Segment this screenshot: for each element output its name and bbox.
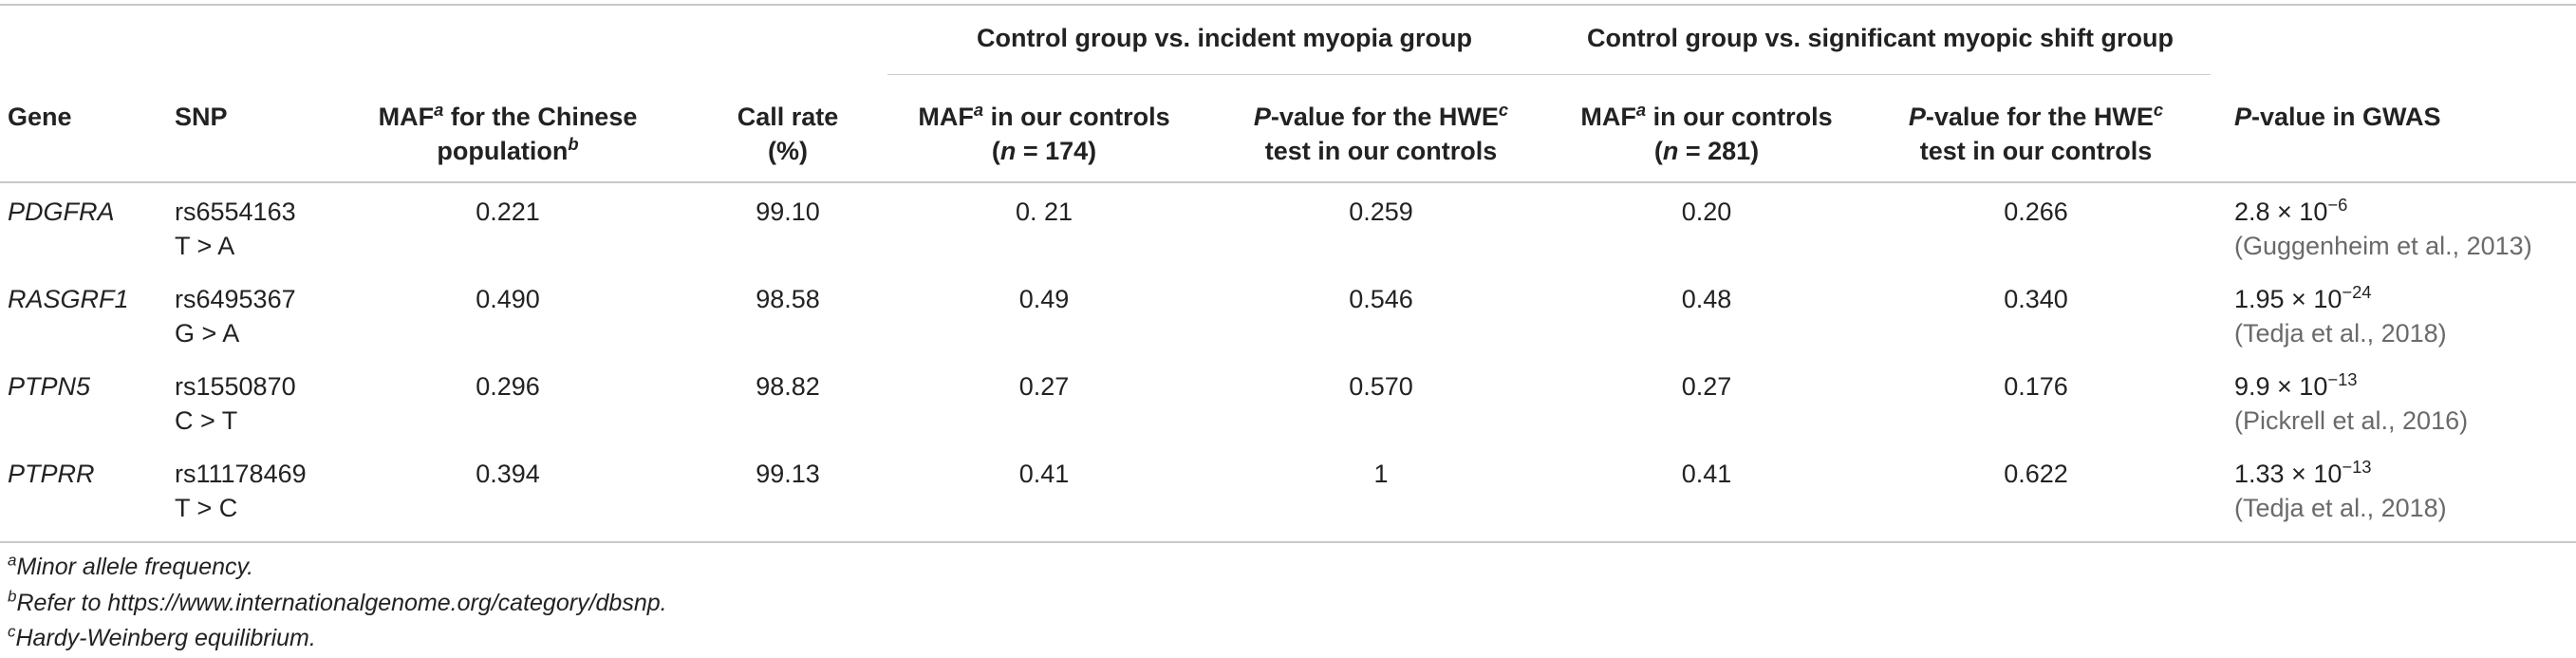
cell-gene: PTPN5 xyxy=(8,372,91,401)
cell-gene: RASGRF1 xyxy=(8,285,129,313)
col-header-maf-chinese: MAFa for the Chinese populationb xyxy=(378,99,638,165)
col-header-maf-controls-2: MAFa in our controls (n = 281) xyxy=(1580,99,1833,165)
cell-maf-chinese: 0.221 xyxy=(476,197,540,226)
cell-hwe-1: 0.259 xyxy=(1349,197,1413,226)
cell-maf-controls-1: 0.49 xyxy=(1018,285,1070,313)
cell-call-rate: 99.13 xyxy=(756,460,820,488)
cell-gwas: 1.33 × 10−13 (Tedja et al., 2018) xyxy=(2234,457,2447,525)
cell-maf-controls-1: 0.41 xyxy=(1018,460,1070,488)
footnote-a: aMinor allele frequency. xyxy=(8,551,254,580)
cell-maf-controls-1: 0. 21 xyxy=(1015,197,1073,226)
citation: (Tedja et al., 2018) xyxy=(2234,494,2447,522)
cell-call-rate: 99.10 xyxy=(756,197,820,226)
cell-hwe-2: 0.266 xyxy=(2004,197,2068,226)
cell-maf-controls-2: 0.48 xyxy=(1681,285,1732,313)
cell-gwas: 1.95 × 10−24 (Tedja et al., 2018) xyxy=(2234,282,2447,350)
col-header-maf-controls-1: MAFa in our controls (n = 174) xyxy=(918,99,1170,165)
col-header-gwas: P-value in GWAS xyxy=(2234,103,2441,131)
table-bottom-rule xyxy=(0,541,2576,543)
cell-gwas: 9.9 × 10−13 (Pickrell et al., 2016) xyxy=(2234,369,2468,438)
cell-maf-controls-1: 0.27 xyxy=(1018,372,1070,401)
top-rule xyxy=(0,4,2576,6)
cell-maf-chinese: 0.490 xyxy=(476,285,540,313)
cell-gene: PTPRR xyxy=(8,460,95,488)
citation: (Pickrell et al., 2016) xyxy=(2234,406,2469,435)
cell-snp: rs6495367 G > A xyxy=(175,285,296,348)
cell-maf-controls-2: 0.20 xyxy=(1681,197,1732,226)
col-header-call-rate: Call rate (%) xyxy=(737,103,839,165)
cell-hwe-2: 0.622 xyxy=(2004,460,2068,488)
footnote-c: cHardy-Weinberg equilibrium. xyxy=(8,622,316,651)
group-header-incident: Control group vs. incident myopia group xyxy=(976,24,1472,52)
cell-hwe-1: 0.570 xyxy=(1349,372,1413,401)
cell-hwe-1: 0.546 xyxy=(1349,285,1413,313)
cell-maf-chinese: 0.394 xyxy=(476,460,540,488)
col-header-snp: SNP xyxy=(175,103,228,131)
cell-hwe-1: 1 xyxy=(1373,460,1389,488)
group2-underline xyxy=(1550,74,2211,75)
cell-maf-controls-2: 0.27 xyxy=(1681,372,1732,401)
cell-gwas: 2.8 × 10−6 (Guggenheim et al., 2013) xyxy=(2234,195,2532,263)
citation: (Guggenheim et al., 2013) xyxy=(2234,232,2532,260)
cell-maf-controls-2: 0.41 xyxy=(1681,460,1732,488)
cell-snp: rs6554163 T > A xyxy=(175,197,296,260)
col-header-hwe-1: P-value for the HWEc test in our control… xyxy=(1253,99,1509,165)
cell-snp: rs11178469 T > C xyxy=(175,460,307,522)
cell-snp: rs1550870 C > T xyxy=(175,372,296,435)
citation: (Tedja et al., 2018) xyxy=(2234,319,2447,348)
col-header-gene: Gene xyxy=(8,103,72,131)
cell-hwe-2: 0.340 xyxy=(2004,285,2068,313)
cell-call-rate: 98.58 xyxy=(756,285,820,313)
cell-maf-chinese: 0.296 xyxy=(476,372,540,401)
cell-call-rate: 98.82 xyxy=(756,372,820,401)
cell-gene: PDGFRA xyxy=(8,197,115,226)
footnote-b: bRefer to https://www.internationalgenom… xyxy=(8,587,667,616)
group1-underline xyxy=(887,74,1561,75)
group-header-myopic-shift: Control group vs. significant myopic shi… xyxy=(1586,24,2174,52)
col-header-hwe-2: P-value for the HWEc test in our control… xyxy=(1908,99,2164,165)
header-bottom-rule xyxy=(0,181,2576,183)
cell-hwe-2: 0.176 xyxy=(2004,372,2068,401)
